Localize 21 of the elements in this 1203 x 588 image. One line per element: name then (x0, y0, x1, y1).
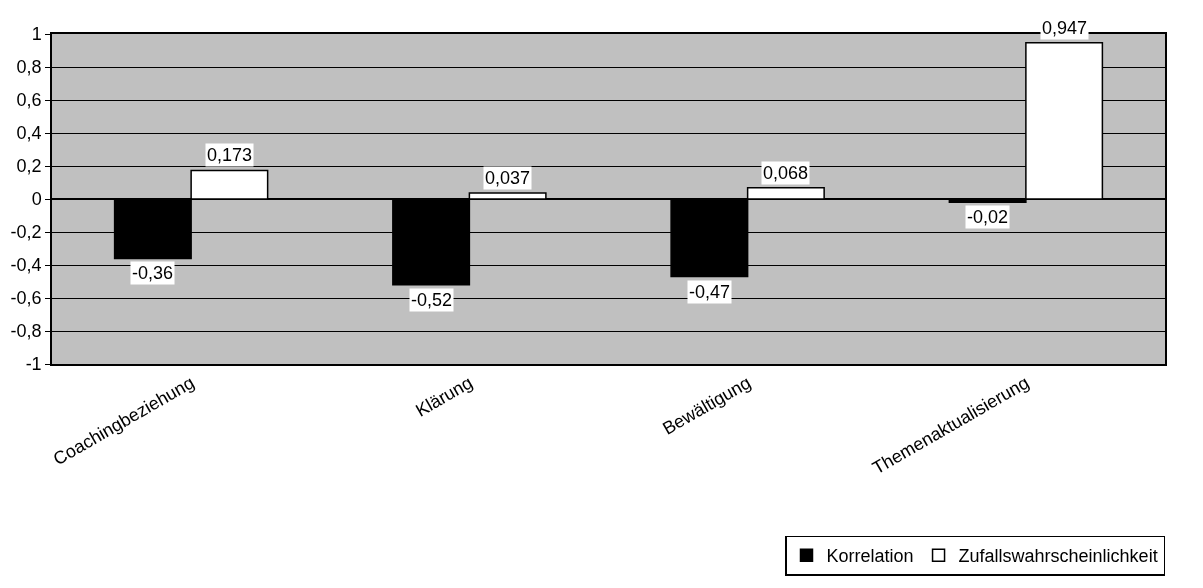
y-tick-label: 0,6 (16, 90, 42, 111)
y-tick-label: -1 (25, 354, 42, 375)
legend-label: Korrelation (826, 546, 914, 567)
data-label: -0,52 (411, 290, 453, 310)
y-tick-label: -0,2 (10, 222, 42, 243)
y-tick-label: -0,8 (10, 321, 42, 342)
y-tick-label: 1 (31, 24, 42, 45)
data-label: 0,947 (1042, 18, 1088, 38)
legend-label: Zufallswahrscheinlichkeit (958, 546, 1158, 567)
y-tick-label: -0,4 (10, 255, 42, 276)
data-label: 0,068 (763, 163, 809, 183)
y-tick-label: 0,4 (16, 123, 42, 144)
y-tick-label: 0,2 (16, 156, 42, 177)
y-tick-label: 0,8 (16, 57, 42, 78)
data-label: 0,037 (485, 168, 531, 188)
data-label: 0,173 (207, 145, 253, 165)
y-tick-label: -0,6 (10, 288, 42, 309)
y-tick-label: 0 (31, 189, 42, 210)
data-label: -0,47 (689, 282, 731, 302)
data-label: -0,02 (967, 207, 1009, 227)
data-label: -0,36 (132, 263, 174, 283)
